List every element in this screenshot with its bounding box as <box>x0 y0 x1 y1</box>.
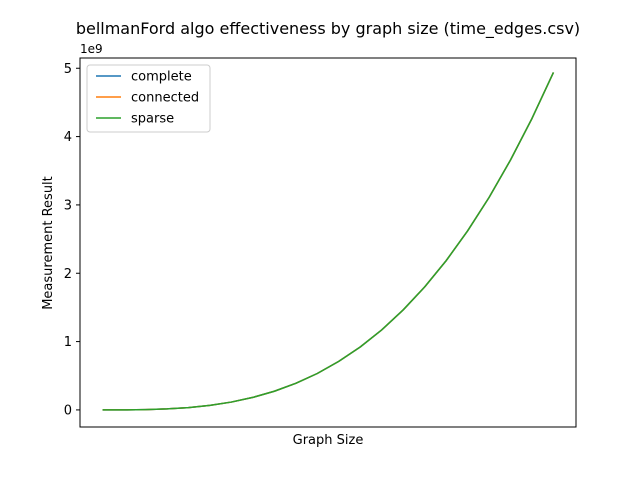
legend-label-sparse: sparse <box>131 112 174 127</box>
y-axis-label: Measurement Result <box>41 176 56 310</box>
legend-label-connected: connected <box>131 91 199 106</box>
legend-label-complete: complete <box>131 70 192 85</box>
chart-title: bellmanFord algo effectiveness by graph … <box>76 19 580 39</box>
y-tick-label: 0 <box>64 403 72 418</box>
legend: complete connected sparse <box>86 64 211 133</box>
y-tick-label: 4 <box>64 130 72 145</box>
y-axis-ticks: 0 1 2 3 4 5 <box>64 62 80 418</box>
x-axis-label: Graph Size <box>293 433 364 448</box>
y-axis-offset-label: 1e9 <box>80 42 103 56</box>
series-lines <box>102 72 555 411</box>
legend-box <box>86 64 211 133</box>
y-tick-label: 1 <box>64 335 72 350</box>
y-tick-label: 2 <box>64 267 72 282</box>
y-tick-label: 5 <box>64 62 72 77</box>
y-tick-label: 3 <box>64 198 72 213</box>
series-line-sparse <box>102 72 555 411</box>
